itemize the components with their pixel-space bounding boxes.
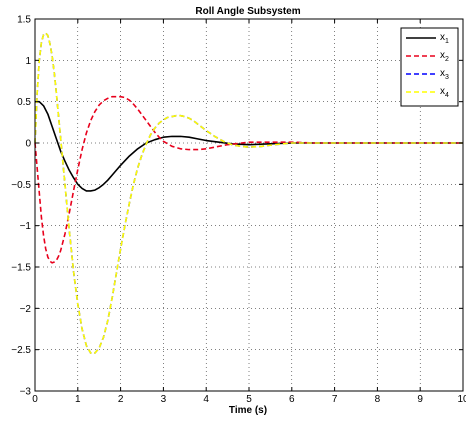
y-tick-label: 1 — [25, 56, 31, 67]
x-axis-title: Time (s) — [229, 405, 267, 416]
legend-label-x4: x4 — [440, 86, 449, 99]
x-tick-label: 1 — [75, 394, 81, 405]
x-tick-label: 10 — [457, 394, 466, 405]
y-tick-label: 0 — [25, 139, 31, 150]
x-tick-label: 6 — [289, 394, 295, 405]
y-tick-label: 1.5 — [17, 15, 31, 26]
y-tick-label: −3 — [20, 387, 32, 398]
x-tick-label: 8 — [375, 394, 381, 405]
x-tick-label: 7 — [332, 394, 338, 405]
x-tick-labels: 0 1 2 3 4 5 6 7 8 9 10 — [32, 394, 466, 405]
y-tick-label: −0.5 — [11, 180, 31, 191]
y-tick-label: −1 — [20, 221, 32, 232]
series-lines — [34, 32, 463, 355]
x-tick-label: 3 — [161, 394, 167, 405]
y-tick-label: −2.5 — [11, 345, 31, 356]
y-tick-label: 0.5 — [17, 97, 31, 108]
legend: x1 x2 x3 x4 — [400, 27, 459, 107]
legend-label-x2: x2 — [440, 50, 449, 63]
y-tick-label: −1.5 — [11, 263, 31, 274]
x-tick-label: 9 — [417, 394, 423, 405]
x-tick-label: 0 — [32, 394, 38, 405]
tick-marks — [34, 18, 464, 392]
legend-label-x3: x3 — [440, 68, 449, 81]
x-tick-label: 5 — [246, 394, 252, 405]
x-tick-label: 4 — [203, 394, 209, 405]
chart-title: Roll Angle Subsystem — [195, 6, 300, 17]
legend-label-x1: x1 — [440, 32, 449, 45]
y-tick-label: −2 — [20, 304, 32, 315]
y-tick-labels: 1.5 1 0.5 0 −0.5 −1 −1.5 −2 −2.5 −3 — [11, 15, 31, 398]
legend-box — [400, 27, 459, 107]
series-line-x2 — [34, 95, 463, 264]
x-tick-label: 2 — [118, 394, 124, 405]
